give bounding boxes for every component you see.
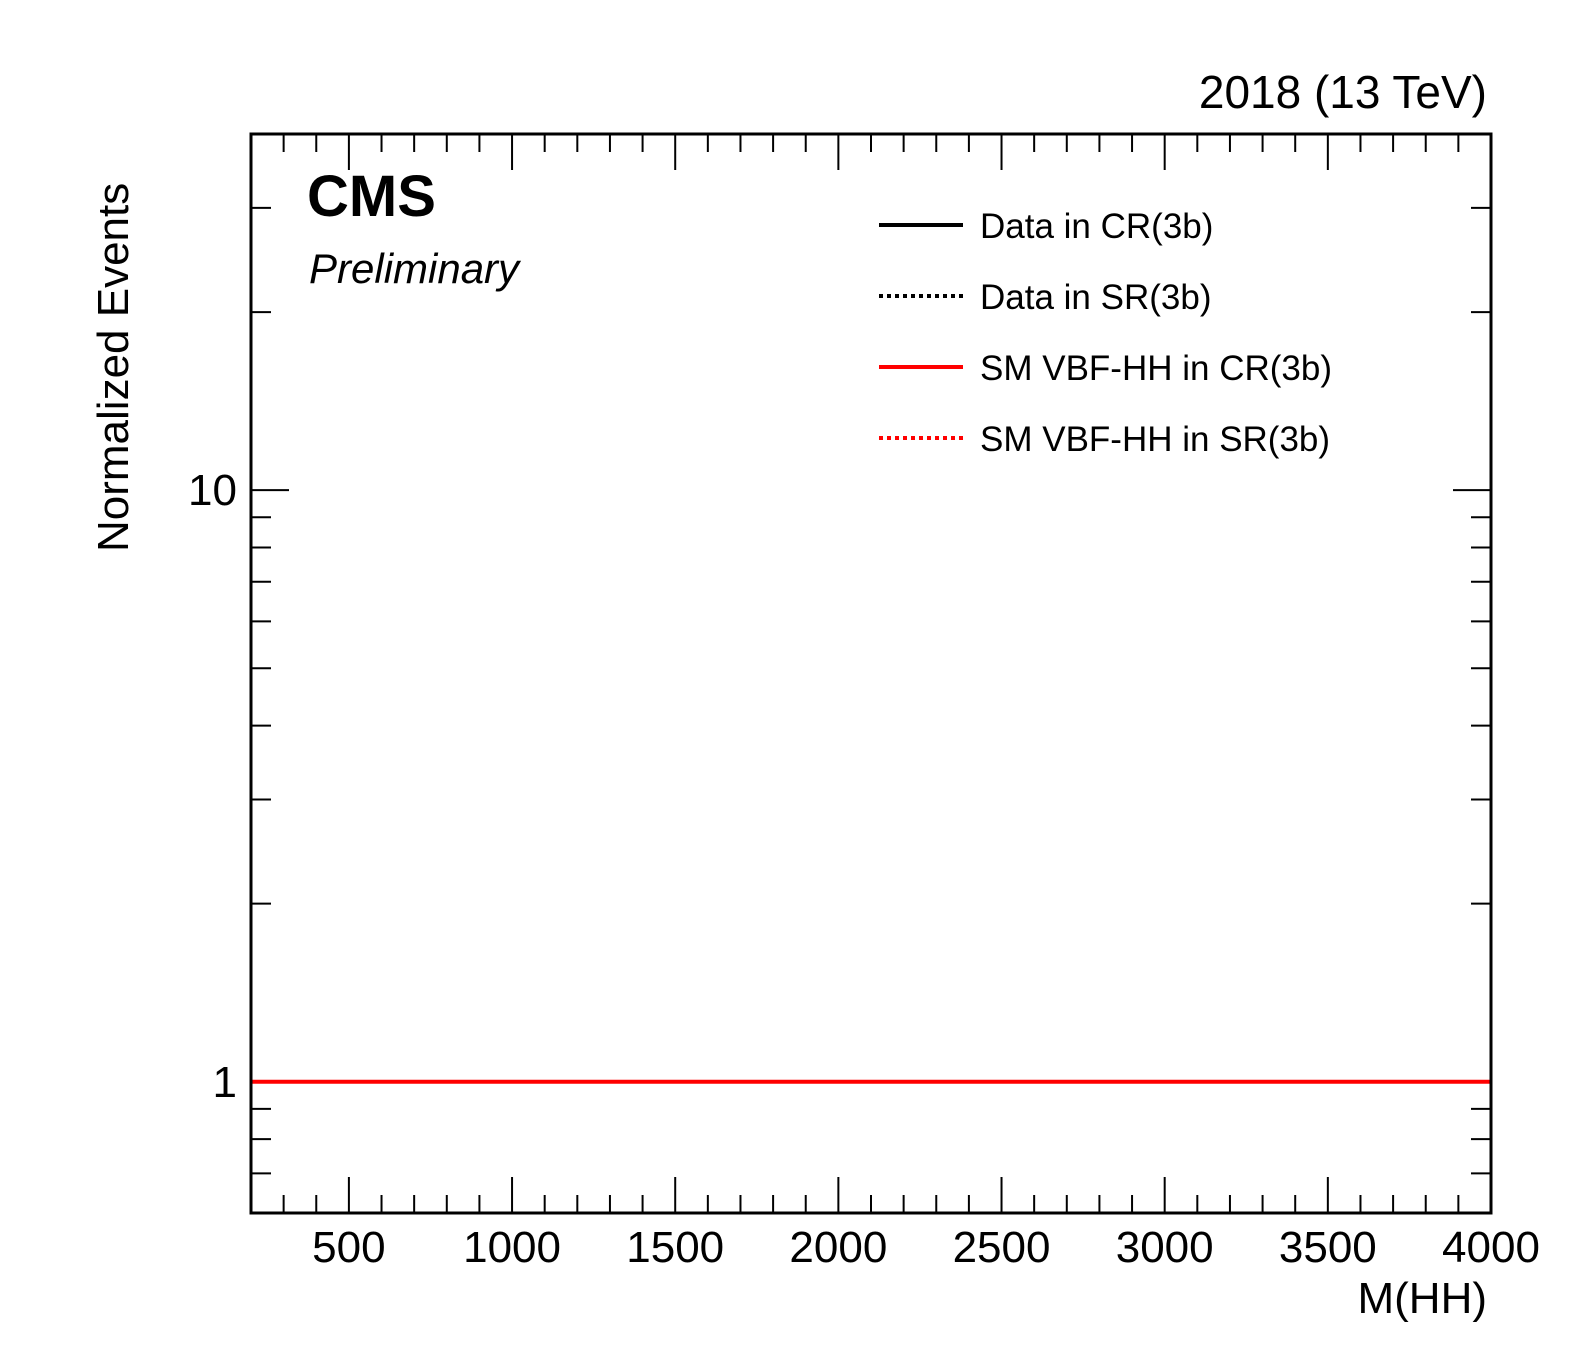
axis-ticks [251, 134, 1491, 1214]
y-axis-title: Normalized Events [89, 183, 138, 552]
plot-frame [249, 132, 1493, 1215]
legend-label: Data in CR(3b) [980, 207, 1213, 246]
tick-labels: 500 1000 1500 2000 2500 3000 3500 4000 1 10 [188, 466, 1540, 1272]
cms-label: CMS [307, 164, 436, 229]
preliminary-label: Preliminary [309, 245, 522, 292]
y-tick-label: 10 [188, 466, 237, 515]
legend: Data in CR(3b) Data in SR(3b) SM VBF-HH in… [879, 207, 1332, 459]
legend-label: SM VBF-HH in SR(3b) [980, 420, 1330, 459]
legend-label: Data in SR(3b) [980, 278, 1211, 317]
lumi-label: 2018 (13 TeV) [1199, 66, 1487, 118]
x-tick-label: 3000 [1116, 1223, 1214, 1272]
y-tick-label: 1 [213, 1058, 237, 1107]
x-tick-label: 500 [312, 1223, 385, 1272]
x-tick-label: 2000 [789, 1223, 887, 1272]
x-tick-label: 1000 [463, 1223, 561, 1272]
legend-label: SM VBF-HH in CR(3b) [980, 349, 1332, 388]
x-tick-label: 3500 [1279, 1223, 1377, 1272]
x-tick-label: 4000 [1442, 1223, 1540, 1272]
x-tick-label: 1500 [626, 1223, 724, 1272]
x-tick-label: 2500 [953, 1223, 1051, 1272]
x-axis-title: M(HH) [1357, 1274, 1487, 1323]
